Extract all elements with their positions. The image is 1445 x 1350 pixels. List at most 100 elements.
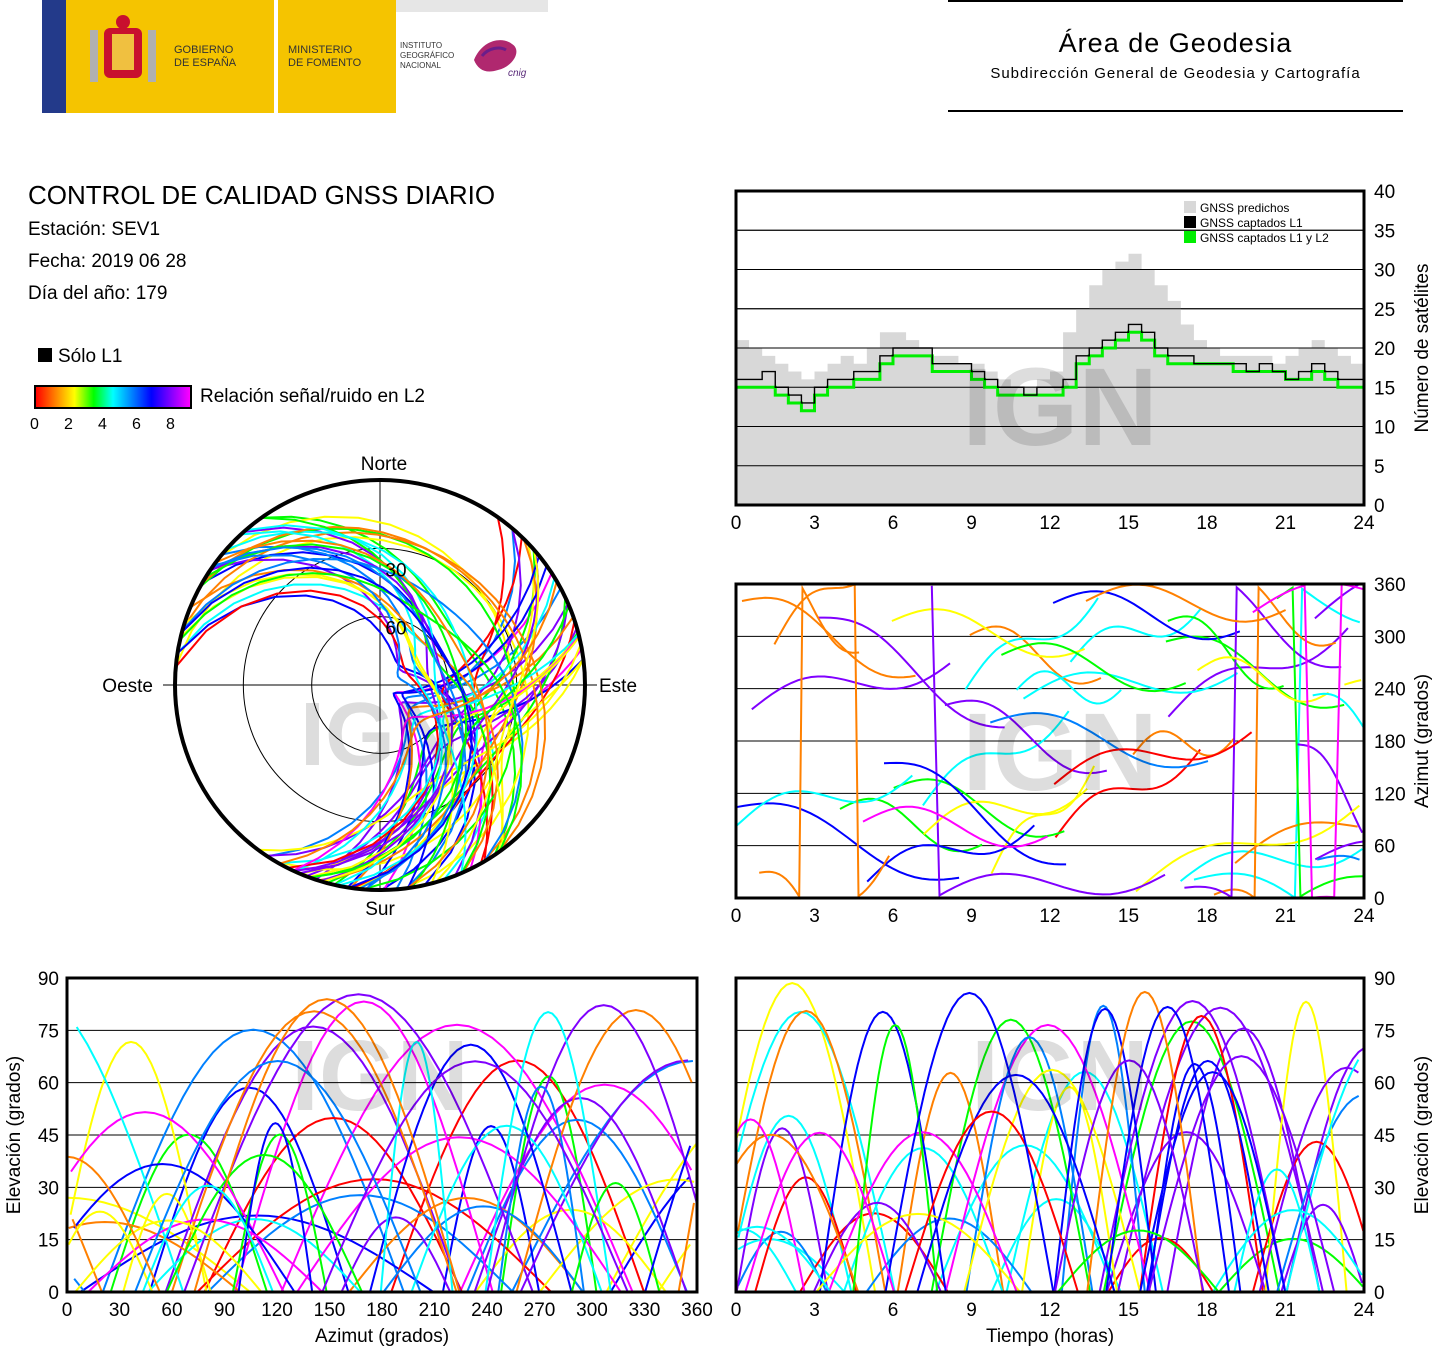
x-tick-label: 330	[629, 1300, 661, 1321]
legend-l1-only: Sólo L1	[38, 346, 122, 368]
x-tick-label: 3	[809, 1300, 820, 1321]
satellite-track	[101, 1028, 405, 1293]
y-tick-label: 0	[1374, 496, 1385, 517]
x-tick-label: 24	[1353, 1300, 1375, 1321]
y-tick-label: 25	[1374, 300, 1395, 321]
satellite-track	[735, 802, 960, 881]
snr-tick: 0	[30, 416, 39, 433]
satellite-track	[1000, 642, 1187, 693]
satellite-track	[183, 573, 452, 883]
satellite-track	[1102, 1020, 1281, 1293]
satellite-track	[736, 774, 913, 827]
satellite-track	[245, 524, 442, 865]
satellite-track	[68, 1220, 242, 1293]
satellite-track	[231, 1133, 328, 1293]
satellite-track	[369, 1043, 573, 1293]
satellite-track	[296, 1136, 622, 1293]
x-tick-label: 360	[681, 1300, 713, 1321]
legend-swatch	[1184, 216, 1196, 228]
y-tick-label: 120	[1374, 784, 1406, 805]
satellite-track	[346, 565, 548, 889]
satellite-track	[944, 699, 1108, 775]
satellite-track	[410, 1124, 603, 1293]
satellite-track	[735, 1127, 829, 1293]
gobierno-text-2: DE ESPAÑA	[174, 56, 237, 69]
satellite-track	[165, 1153, 363, 1293]
satellite-track	[511, 1060, 693, 1293]
y-axis-label: Azimut (grados)	[1412, 674, 1433, 808]
satellite-track	[71, 1218, 103, 1293]
satellite-track	[379, 1040, 454, 1293]
legend-l1-label: Sólo L1	[58, 346, 123, 367]
satellite-track	[434, 549, 540, 883]
y-axis-label: Elevación (grados)	[4, 1056, 25, 1214]
satellite-track	[484, 1011, 612, 1293]
satellite-track	[969, 625, 1102, 685]
satellite-track	[349, 616, 575, 889]
satellite-track	[737, 1225, 832, 1293]
satellite-track	[1057, 1229, 1220, 1293]
satellite-track	[1213, 585, 1337, 900]
y-tick-label: 180	[1374, 732, 1406, 753]
satellite-track	[193, 998, 461, 1293]
y-tick-label: 90	[1374, 969, 1395, 990]
y-tick-label: 240	[1374, 680, 1406, 701]
satellite-track	[410, 605, 570, 889]
ministerio-block	[278, 0, 396, 113]
satellite-track	[466, 1118, 689, 1293]
satellite-track	[348, 1196, 584, 1293]
snr-tick: 2	[64, 416, 73, 433]
satellite-track	[736, 1009, 887, 1293]
satellite-track	[1276, 1095, 1360, 1293]
x-tick-label: 60	[161, 1300, 182, 1321]
satellite-track	[964, 597, 1099, 690]
y-axis-label: Elevación (grados)	[1412, 1056, 1433, 1214]
satellite-track	[1054, 748, 1201, 838]
x-tick-label: 0	[731, 513, 742, 534]
x-tick-label: 240	[471, 1300, 503, 1321]
satellite-track	[1344, 679, 1362, 686]
y-tick-label: 300	[1374, 627, 1406, 648]
y-tick-label: 15	[1374, 1231, 1395, 1252]
plot-border	[734, 189, 1366, 507]
satellite-track	[175, 589, 440, 869]
satellite-track	[340, 1216, 452, 1293]
skyplot-chart: IGN 30 60 Norte Sur Este Oeste	[102, 454, 637, 920]
satellite-track	[486, 636, 581, 850]
snr-tick: 8	[166, 416, 175, 433]
satellite-track	[189, 568, 499, 873]
watermark-text: IGN	[291, 1020, 469, 1132]
satellite-track	[1085, 583, 1287, 623]
satellite-track	[1179, 848, 1363, 882]
y-tick-label: 15	[38, 1231, 59, 1252]
satellite-track	[1276, 585, 1363, 899]
satellite-track	[1147, 1055, 1336, 1293]
satellite-track	[570, 1181, 661, 1293]
x-tick-label: 24	[1353, 513, 1375, 534]
satellite-track	[87, 1218, 323, 1293]
x-tick-label: 12	[1039, 1300, 1060, 1321]
satellite-track	[538, 1178, 695, 1293]
satellite-track	[930, 1018, 1092, 1293]
ministerio-text-2: DE FOMENTO	[288, 57, 362, 69]
satellite-track	[519, 1059, 689, 1293]
legend-swatch	[1184, 231, 1196, 243]
ring-label: 60	[385, 619, 406, 640]
x-tick-label: 15	[1118, 1300, 1139, 1321]
cnig-logo-icon: cnig	[474, 40, 527, 79]
satellite-track	[741, 596, 916, 679]
satellite-track	[183, 993, 534, 1293]
satellite-track	[1167, 615, 1284, 690]
satellite-track	[1264, 1000, 1348, 1293]
x-axis-label: Azimut (grados)	[315, 1326, 449, 1347]
direction-north: Norte	[361, 454, 407, 475]
satellite-track	[1193, 586, 1361, 900]
satellite-track	[67, 1155, 161, 1293]
x-tick-label: 18	[1196, 906, 1217, 927]
satellite-track	[1098, 999, 1287, 1293]
y-tick-label: 75	[38, 1021, 59, 1042]
satellite-track	[989, 711, 1209, 769]
x-tick-label: 15	[1118, 513, 1139, 534]
y-tick-label: 15	[1374, 378, 1395, 399]
satellite-track	[181, 566, 473, 889]
